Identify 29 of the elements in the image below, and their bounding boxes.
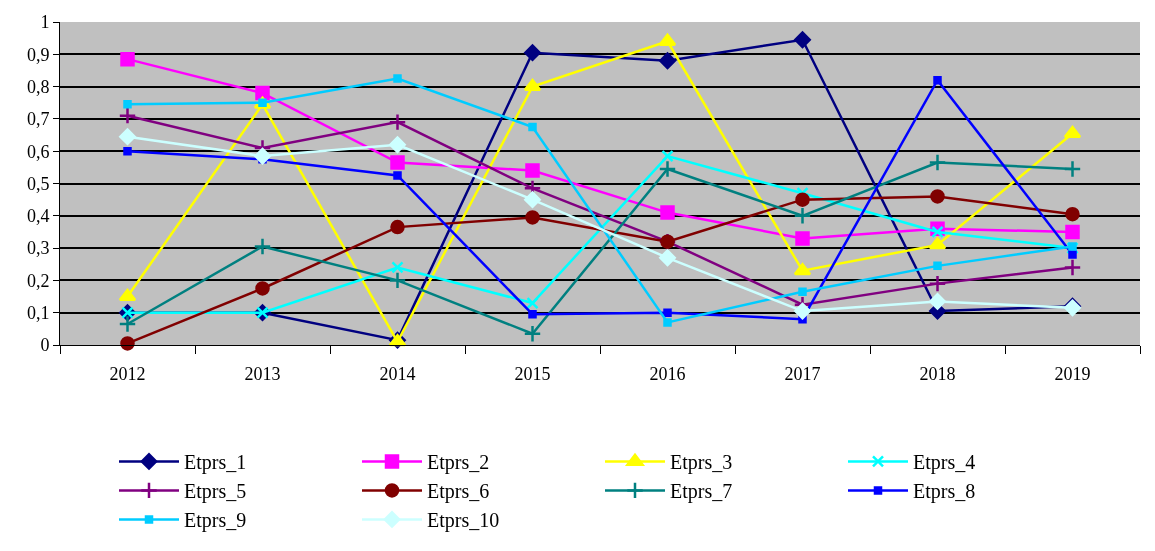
y-tick-label: 0,4 (26, 206, 50, 227)
y-tick-label: 0,5 (26, 173, 50, 194)
x-tick-label: 2018 (919, 363, 956, 384)
legend-label: Etprs_7 (670, 480, 733, 504)
legend-label: Etprs_8 (913, 480, 976, 504)
legend-label: Etprs_9 (184, 509, 247, 533)
y-tick-label: 0,2 (26, 270, 50, 291)
legend-label: Etprs_10 (427, 509, 500, 533)
x-tick-label: 2019 (1054, 363, 1091, 384)
y-tick-label: 0,8 (26, 76, 50, 97)
y-tick-label: 0,6 (26, 141, 50, 162)
x-tick-label: 2014 (379, 363, 416, 384)
x-tick-label: 2015 (514, 363, 551, 384)
legend-label: Etprs_1 (184, 451, 247, 475)
x-tick-label: 2016 (649, 363, 686, 384)
y-tick-label: 0,3 (26, 238, 50, 259)
legend-label: Etprs_5 (184, 480, 247, 504)
x-tick-label: 2013 (244, 363, 281, 384)
y-tick-label: 0 (40, 335, 50, 356)
y-tick-label: 0,9 (26, 44, 50, 65)
legend-label: Etprs_4 (913, 451, 976, 475)
x-tick-label: 2012 (109, 363, 146, 384)
y-tick-label: 1 (40, 12, 50, 33)
legend-label: Etprs_3 (670, 451, 733, 475)
legend-label: Etprs_6 (427, 480, 490, 504)
x-tick-label: 2017 (784, 363, 821, 384)
y-tick-label: 0,1 (26, 303, 50, 323)
legend-label: Etprs_2 (427, 451, 490, 475)
y-tick-label: 0,7 (26, 109, 50, 130)
